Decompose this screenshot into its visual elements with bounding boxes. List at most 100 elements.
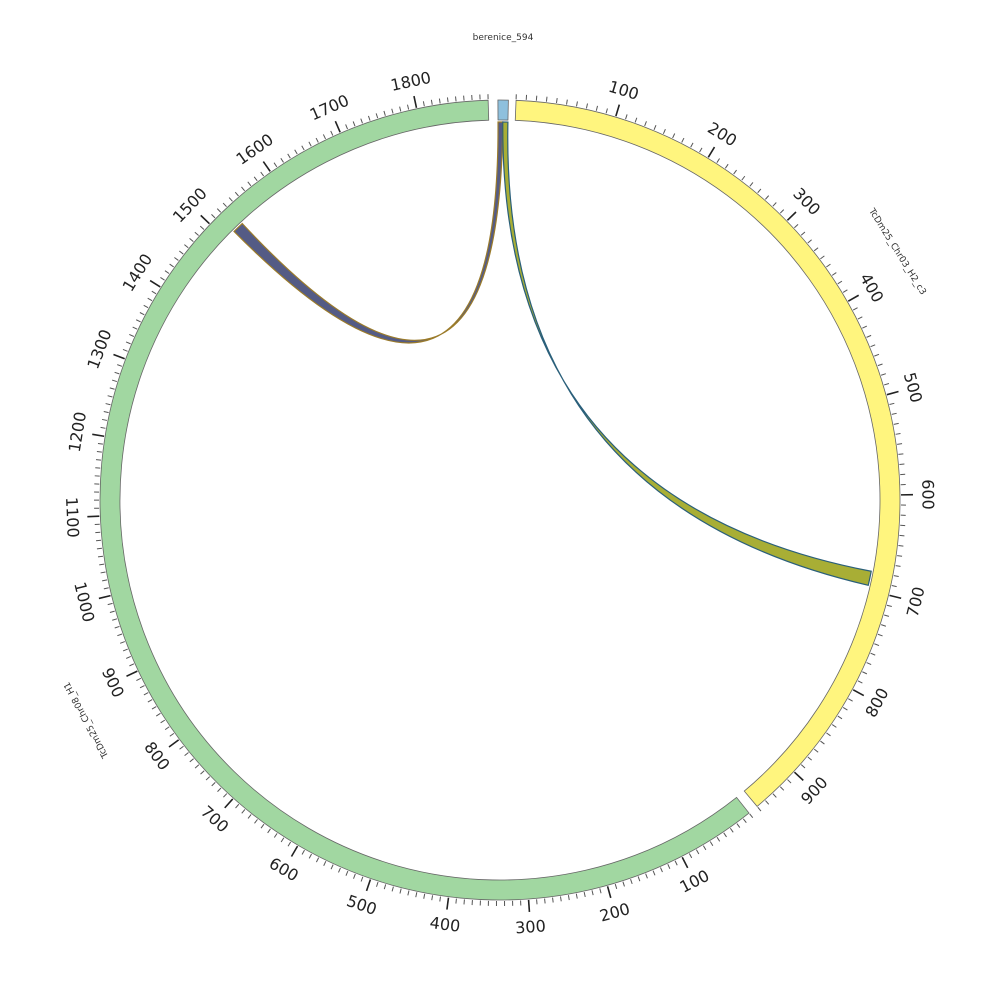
minor-tick-chr03 bbox=[700, 148, 702, 152]
minor-tick-chr08 bbox=[195, 232, 199, 235]
minor-tick-chr03 bbox=[858, 681, 862, 683]
minor-tick-chr08 bbox=[110, 611, 115, 612]
minor-tick-chr08 bbox=[447, 97, 448, 102]
minor-tick-chr08 bbox=[281, 158, 284, 162]
minor-tick-chr03 bbox=[843, 707, 847, 710]
minor-tick-chr08 bbox=[129, 334, 134, 336]
major-tick-chr08 bbox=[367, 879, 371, 890]
minor-tick-chr08 bbox=[309, 142, 311, 146]
minor-tick-chr08 bbox=[710, 841, 713, 845]
minor-tick-chr03 bbox=[576, 101, 577, 106]
minor-tick-chr08 bbox=[217, 209, 220, 213]
ideogram-chr03 bbox=[515, 100, 900, 806]
minor-tick-chr03 bbox=[878, 634, 883, 636]
links-layer bbox=[234, 122, 871, 585]
minor-tick-chr08 bbox=[724, 833, 727, 837]
minor-tick-chr08 bbox=[261, 824, 264, 828]
minor-tick-chr08 bbox=[392, 109, 393, 114]
minor-tick-chr08 bbox=[136, 678, 140, 680]
minor-tick-chr08 bbox=[179, 251, 183, 254]
minor-tick-chr08 bbox=[346, 871, 348, 876]
minor-tick-chr03 bbox=[814, 749, 818, 752]
minor-tick-chr03 bbox=[546, 97, 547, 102]
minor-tick-chr08 bbox=[623, 882, 625, 887]
minor-tick-chr03 bbox=[838, 716, 842, 719]
minor-tick-chr03 bbox=[673, 134, 675, 139]
tick-label-chr03: 800 bbox=[861, 685, 892, 721]
link-ribbon-chr08 bbox=[234, 122, 503, 343]
minor-tick-chr08 bbox=[696, 850, 698, 854]
minor-tick-chr03 bbox=[606, 108, 607, 113]
minor-tick-chr03 bbox=[734, 170, 737, 174]
minor-tick-chr08 bbox=[400, 107, 401, 112]
tick-label-chr03: 700 bbox=[903, 585, 929, 619]
minor-tick-chr08 bbox=[384, 111, 385, 116]
minor-tick-chr08 bbox=[148, 700, 152, 702]
minor-tick-chr03 bbox=[862, 326, 867, 328]
ideogram-chr08 bbox=[100, 100, 749, 900]
minor-tick-chr03 bbox=[853, 308, 857, 310]
minor-tick-chr08 bbox=[101, 427, 106, 428]
minor-tick-chr03 bbox=[801, 232, 805, 235]
minor-tick-chr08 bbox=[331, 865, 333, 870]
minor-tick-chr03 bbox=[820, 741, 824, 744]
major-tick-chr03 bbox=[787, 212, 796, 220]
minor-tick-chr08 bbox=[323, 134, 325, 139]
minor-tick-chr08 bbox=[115, 626, 120, 628]
tick-label-chr08: 900 bbox=[98, 665, 128, 701]
minor-tick-chr08 bbox=[631, 879, 633, 884]
minor-tick-chr08 bbox=[102, 580, 107, 581]
minor-tick-chr08 bbox=[184, 245, 188, 248]
minor-tick-chr03 bbox=[725, 164, 728, 168]
minor-tick-chr03 bbox=[874, 354, 879, 356]
tick-label-chr03: 100 bbox=[606, 77, 641, 104]
minor-tick-chr08 bbox=[123, 649, 128, 651]
minor-tick-chr08 bbox=[615, 884, 616, 889]
major-tick-chr03 bbox=[708, 147, 714, 157]
minor-tick-chr08 bbox=[392, 887, 393, 892]
minor-tick-chr08 bbox=[104, 588, 109, 589]
minor-tick-chr03 bbox=[838, 281, 842, 284]
minor-tick-chr03 bbox=[626, 114, 628, 119]
minor-tick-chr08 bbox=[408, 891, 409, 896]
minor-tick-chr08 bbox=[123, 349, 128, 351]
minor-tick-chr08 bbox=[98, 556, 103, 557]
minor-tick-chr08 bbox=[316, 138, 318, 142]
minor-tick-chr03 bbox=[881, 374, 886, 376]
minor-tick-chr08 bbox=[206, 777, 210, 780]
minor-tick-chr08 bbox=[185, 753, 189, 756]
minor-tick-chr03 bbox=[881, 625, 886, 627]
minor-tick-chr08 bbox=[316, 858, 318, 862]
ideogram-berenice bbox=[498, 100, 508, 120]
minor-tick-chr08 bbox=[274, 833, 277, 837]
major-tick-chr08 bbox=[447, 898, 449, 910]
minor-tick-chr08 bbox=[295, 150, 298, 154]
minor-tick-chr08 bbox=[302, 146, 304, 150]
minor-tick-chr08 bbox=[144, 305, 148, 307]
minor-tick-chr03 bbox=[820, 256, 824, 259]
minor-tick-chr08 bbox=[235, 192, 238, 196]
minor-tick-chr03 bbox=[654, 125, 656, 130]
minor-tick-chr08 bbox=[553, 898, 554, 903]
minor-tick-chr08 bbox=[156, 713, 160, 716]
minor-tick-chr08 bbox=[104, 411, 109, 412]
tick-label-chr03: 600 bbox=[918, 479, 937, 510]
minor-tick-chr03 bbox=[897, 556, 902, 557]
minor-tick-chr08 bbox=[108, 603, 113, 604]
minor-tick-chr08 bbox=[432, 895, 433, 900]
minor-tick-chr08 bbox=[242, 809, 245, 813]
minor-tick-chr03 bbox=[814, 248, 818, 251]
minor-tick-chr08 bbox=[737, 824, 740, 828]
tick-label-chr08: 1600 bbox=[233, 130, 277, 169]
minor-tick-chr03 bbox=[765, 196, 768, 200]
tick-label-chr08: 1400 bbox=[119, 250, 157, 295]
minor-tick-chr08 bbox=[248, 182, 251, 186]
minor-tick-chr03 bbox=[765, 801, 768, 805]
minor-tick-chr03 bbox=[878, 364, 883, 366]
minor-tick-chr08 bbox=[584, 892, 585, 897]
tick-label-chr08: 1200 bbox=[65, 410, 90, 453]
minor-tick-chr03 bbox=[780, 787, 783, 791]
minor-tick-chr03 bbox=[826, 264, 830, 267]
tick-label-chr08: 1700 bbox=[307, 91, 352, 125]
minor-tick-chr08 bbox=[101, 572, 106, 573]
